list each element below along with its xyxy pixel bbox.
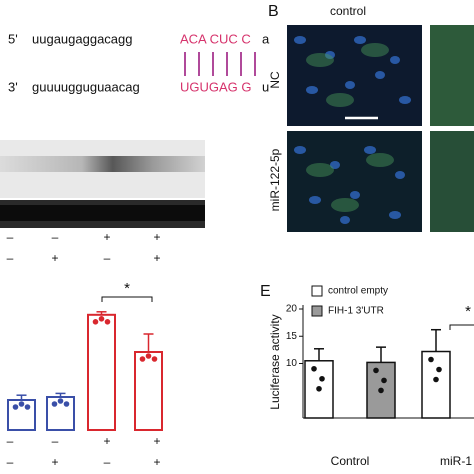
row-label: NC	[268, 71, 282, 89]
sign: –	[104, 251, 111, 265]
bar	[87, 313, 116, 431]
dot	[51, 401, 58, 407]
legend-label: control empty	[328, 286, 388, 297]
dot	[139, 356, 146, 362]
significance-bracket	[101, 296, 153, 302]
sign: –	[52, 230, 59, 244]
dot	[316, 385, 322, 392]
panel-label: E	[260, 283, 271, 300]
sign: –	[7, 230, 14, 244]
sign: +	[153, 455, 160, 469]
seq-pair: ACA CUC C	[180, 31, 251, 46]
blot-band	[0, 156, 205, 172]
dot	[319, 375, 325, 382]
sign: –	[104, 455, 111, 469]
significance: *	[465, 303, 471, 320]
micrographs	[287, 25, 474, 232]
legend-swatch	[311, 285, 323, 297]
blot-band	[0, 205, 205, 221]
panel-label: B	[268, 3, 279, 20]
dot	[373, 367, 379, 374]
dot	[12, 404, 19, 410]
dot	[145, 353, 152, 359]
row-label: miR-122-5p	[268, 148, 282, 211]
seq-end: 3'	[8, 79, 18, 94]
seq-pair: UGUGAG G	[180, 79, 252, 94]
legend-label: FIH-1 3'UTR	[328, 306, 384, 317]
y-tick-label: 20	[286, 304, 298, 315]
dot	[104, 319, 111, 325]
significance: *	[124, 280, 130, 297]
seq-tail: a	[262, 31, 270, 46]
sign: –	[52, 434, 59, 448]
dot	[57, 398, 64, 404]
sign: +	[51, 251, 58, 265]
sign: –	[7, 455, 14, 469]
seq-end: 5'	[8, 31, 18, 46]
dot	[98, 316, 105, 322]
dot	[24, 404, 31, 410]
sign: –	[7, 251, 14, 265]
sign: +	[153, 230, 160, 244]
dot	[381, 377, 387, 384]
dot	[433, 376, 439, 383]
base-pairs	[184, 52, 256, 76]
sign: –	[7, 434, 14, 448]
x-tick-label: miR-1	[440, 454, 472, 468]
y-tick-label: 10	[286, 358, 298, 369]
seq: guuuugguguaacag	[32, 79, 140, 94]
bar	[134, 351, 163, 431]
dot	[378, 387, 384, 394]
significance-bracket	[449, 324, 474, 330]
sign: +	[153, 251, 160, 265]
sign: +	[103, 230, 110, 244]
y-axis-label: Luciferase activity	[268, 314, 282, 409]
seq: uugaugaggacagg	[32, 31, 133, 46]
seq-tail: u	[262, 79, 269, 94]
dot	[63, 401, 70, 407]
dot	[92, 319, 99, 325]
dot	[436, 366, 442, 373]
x-tick-label: Control	[331, 454, 370, 468]
dot	[428, 356, 434, 363]
legend-swatch	[311, 305, 323, 317]
bar	[421, 350, 451, 419]
dot	[18, 401, 25, 407]
dot	[311, 365, 317, 372]
dot	[151, 356, 158, 362]
column-label: control	[330, 4, 366, 18]
y-tick-label: 15	[286, 331, 298, 342]
sign: +	[51, 455, 58, 469]
sign: +	[153, 434, 160, 448]
sign: +	[103, 434, 110, 448]
